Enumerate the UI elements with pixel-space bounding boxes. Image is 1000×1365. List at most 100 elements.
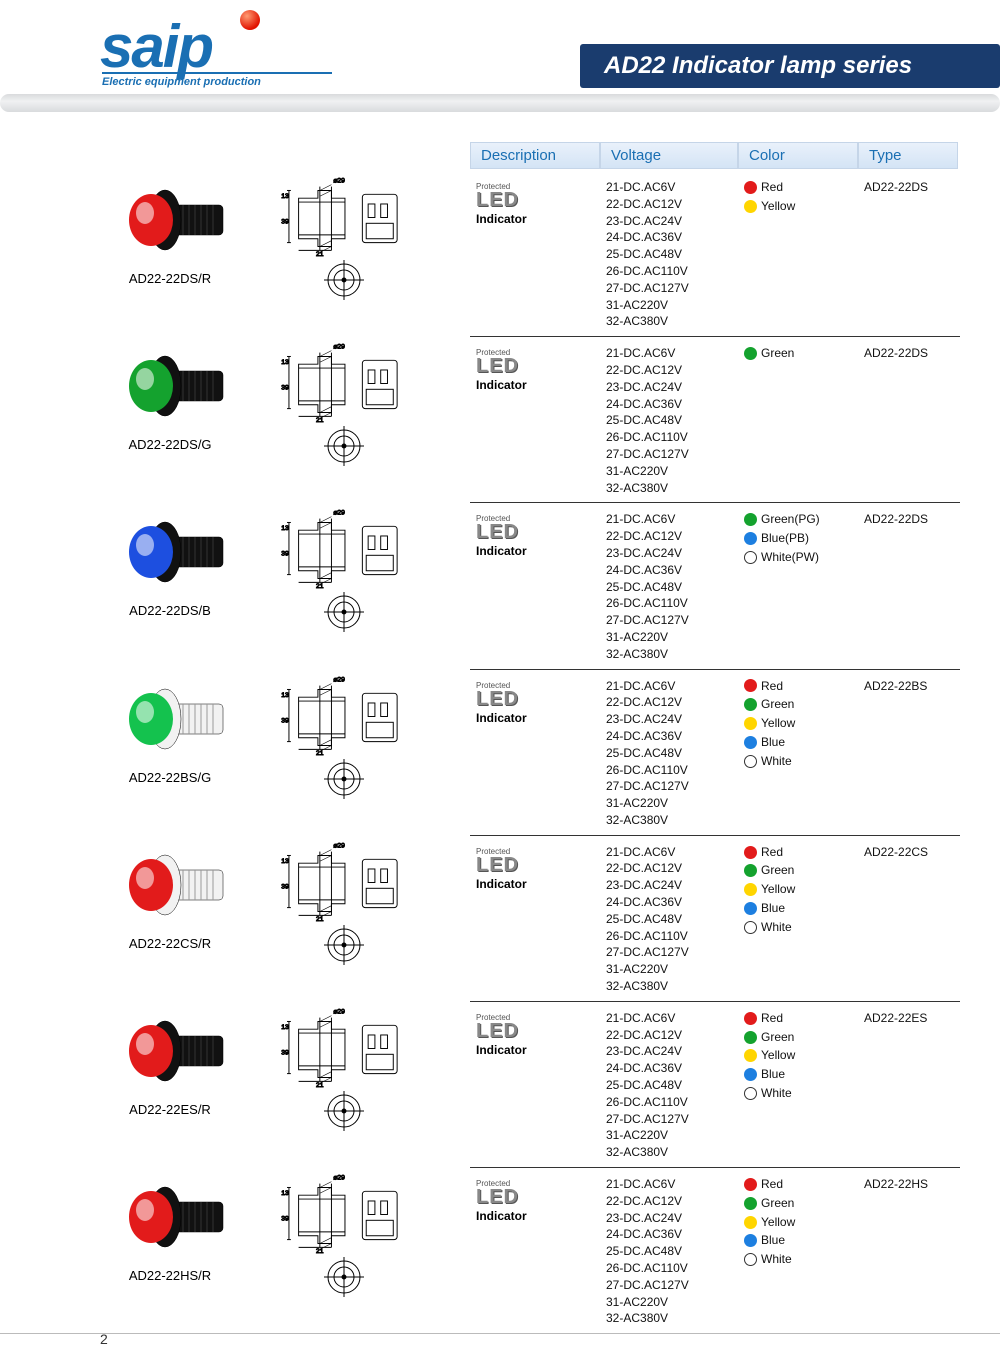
color-swatch-icon [744,846,757,859]
voltage-value: 24-DC.AC36V [606,1226,738,1243]
svg-text:21: 21 [316,1248,324,1255]
desc-indicator: Indicator [476,710,600,727]
voltage-value: 32-AC380V [606,978,738,995]
technical-diagram-icon: ⌀29 13 39 21 [259,175,429,260]
color-option: Red [744,678,858,695]
color-label: Red [761,678,783,695]
color-label: Red [761,844,783,861]
voltage-value: 31-AC220V [606,961,738,978]
voltage-value: 31-AC220V [606,629,738,646]
svg-text:39: 39 [281,717,289,724]
color-label: Blue [761,1232,785,1249]
voltage-list: 21-DC.AC6V22-DC.AC12V23-DC.AC24V24-DC.AC… [606,844,738,995]
voltage-value: 23-DC.AC24V [606,711,738,728]
voltage-value: 22-DC.AC12V [606,362,738,379]
color-label: Blue [761,1066,785,1083]
svg-text:39: 39 [281,1049,289,1056]
color-option: Green [744,345,858,362]
voltage-value: 23-DC.AC24V [606,877,738,894]
color-swatch-icon [744,1197,757,1210]
voltage-value: 26-DC.AC110V [606,1260,738,1277]
axial-view-icon [314,426,374,466]
lamp-icon [105,175,235,265]
desc-indicator: Indicator [476,1208,600,1225]
product-model: AD22-22DS/G [128,437,211,452]
color-label: Green(PG) [761,511,820,528]
product-type: AD22-22DS [858,511,958,528]
color-list: Red Yellow [738,179,858,217]
svg-text:21: 21 [316,916,324,923]
color-label: Green [761,1029,794,1046]
voltage-value: 27-DC.AC127V [606,778,738,795]
svg-text:39: 39 [281,551,289,558]
desc-led: LED [476,856,600,874]
voltage-value: 23-DC.AC24V [606,1043,738,1060]
color-label: Yellow [761,1214,795,1231]
product-model: AD22-22DS/R [129,271,211,286]
color-label: White [761,753,792,770]
description-block: Protected LED Indicator [476,1180,600,1225]
color-swatch-icon [744,921,757,934]
voltage-value: 21-DC.AC6V [606,844,738,861]
color-swatch-icon [744,200,757,213]
color-list: Red Green Yellow Blue White [738,844,858,938]
svg-text:13: 13 [281,692,289,699]
color-label: Green [761,1195,794,1212]
color-option: Blue [744,734,858,751]
col-color: Color [738,142,858,169]
color-list: Green [738,345,858,364]
voltage-value: 24-DC.AC36V [606,728,738,745]
voltage-value: 22-DC.AC12V [606,1193,738,1210]
color-swatch-icon [744,717,757,730]
color-swatch-icon [744,1253,757,1266]
voltage-value: 32-AC380V [606,1310,738,1327]
lamp-icon [105,1172,235,1262]
voltage-value: 24-DC.AC36V [606,1060,738,1077]
voltage-value: 24-DC.AC36V [606,396,738,413]
color-swatch-icon [744,532,757,545]
voltage-value: 21-DC.AC6V [606,1176,738,1193]
product-diagram: ⌀29 13 39 21 [254,507,434,637]
technical-diagram-icon: ⌀29 13 39 21 [259,674,429,759]
description-block: Protected LED Indicator [476,682,600,727]
color-option: Yellow [744,715,858,732]
col-type: Type [858,142,958,169]
color-label: Green [761,696,794,713]
color-label: Yellow [761,881,795,898]
color-option: White [744,1251,858,1268]
voltage-value: 25-DC.AC48V [606,745,738,762]
voltage-value: 27-DC.AC127V [606,944,738,961]
logo-word: saip [100,13,212,80]
description-block: Protected LED Indicator [476,1014,600,1059]
svg-text:13: 13 [281,1024,289,1031]
color-option: Blue [744,1066,858,1083]
product-diagram: ⌀29 13 39 21 [254,1006,434,1136]
technical-diagram-icon: ⌀29 13 39 21 [259,840,429,925]
color-swatch-icon [744,1012,757,1025]
product-row: AD22-22ES/R ⌀29 13 39 21 Protected [470,1001,960,1167]
desc-indicator: Indicator [476,211,600,228]
color-option: Red [744,844,858,861]
color-option: White [744,919,858,936]
product-model: AD22-22CS/R [129,936,211,951]
voltage-value: 31-AC220V [606,463,738,480]
desc-indicator: Indicator [476,876,600,893]
footer-rule [0,1333,1000,1334]
voltage-value: 26-DC.AC110V [606,595,738,612]
color-label: Red [761,1010,783,1027]
color-swatch-icon [744,883,757,896]
axial-view-icon [314,260,374,300]
color-option: Yellow [744,198,858,215]
product-photo: AD22-22ES/R [100,1006,240,1126]
lamp-icon [105,840,235,930]
svg-text:13: 13 [281,1190,289,1197]
color-label: Yellow [761,198,795,215]
color-list: Green(PG) Blue(PB) White(PW) [738,511,858,567]
product-row: AD22-22BS/G ⌀29 13 39 21 Protected [470,669,960,835]
lamp-icon [105,507,235,597]
voltage-value: 27-DC.AC127V [606,612,738,629]
voltage-value: 32-AC380V [606,313,738,330]
product-type: AD22-22HS [858,1176,958,1193]
color-option: Red [744,179,858,196]
svg-text:21: 21 [316,251,324,258]
